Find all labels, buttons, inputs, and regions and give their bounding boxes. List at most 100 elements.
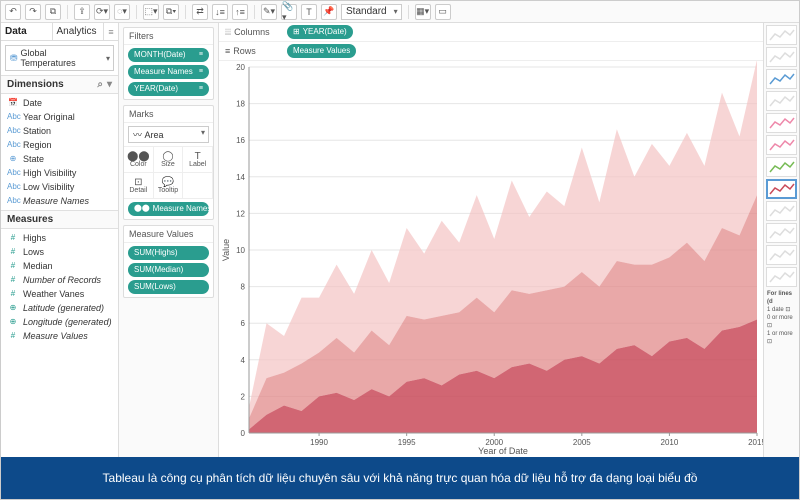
mark-size[interactable]: ◯Size bbox=[154, 147, 184, 173]
svg-text:14: 14 bbox=[236, 173, 245, 182]
svg-text:18: 18 bbox=[236, 100, 245, 109]
filters-card: Filters MONTH(Date)≡Measure Names≡YEAR(D… bbox=[123, 27, 214, 100]
mark-color[interactable]: ⬤⬤Color bbox=[124, 147, 154, 173]
svg-text:2005: 2005 bbox=[573, 438, 591, 447]
field-measure-values[interactable]: #Measure Values bbox=[3, 329, 116, 343]
pin-button[interactable]: 📌 bbox=[321, 4, 337, 20]
chart-canvas[interactable]: 0246810121416182019901995200020052010201… bbox=[219, 61, 763, 457]
section-menu-icon[interactable]: ▾ bbox=[107, 79, 112, 90]
svg-text:1995: 1995 bbox=[398, 438, 416, 447]
show-me-option-10[interactable] bbox=[766, 245, 797, 265]
show-me-option-4[interactable] bbox=[766, 113, 797, 133]
field-station[interactable]: AbcStation bbox=[3, 124, 116, 138]
svg-text:Year of Date: Year of Date bbox=[478, 446, 528, 456]
data-sidebar: Data Analytics ≡ ⛃ Global Temperatures D… bbox=[1, 23, 119, 457]
columns-shelf[interactable]: ⦙⦙⦙Columns ⊞YEAR(Date) bbox=[219, 23, 763, 42]
svg-text:16: 16 bbox=[236, 136, 245, 145]
bottom-caption: Tableau là công cụ phân tích dữ liệu chu… bbox=[1, 457, 799, 499]
sidebar-menu-icon[interactable]: ≡ bbox=[104, 23, 118, 40]
show-me-option-11[interactable] bbox=[766, 267, 797, 287]
show-labels-button[interactable]: T bbox=[301, 4, 317, 20]
mval-pill[interactable]: SUM(Median) bbox=[128, 263, 209, 277]
field-longitude-generated-[interactable]: ⊕Longitude (generated) bbox=[3, 315, 116, 329]
new-sheet-button[interactable]: ⬚▾ bbox=[143, 4, 159, 20]
columns-icon: ⦙⦙⦙ bbox=[225, 27, 231, 38]
field-measure-names[interactable]: AbcMeasure Names bbox=[3, 194, 116, 208]
save-button[interactable]: ⧉ bbox=[45, 4, 61, 20]
mval-pill[interactable]: SUM(Lows) bbox=[128, 280, 209, 294]
rows-icon: ≡ bbox=[225, 46, 230, 56]
mark-empty bbox=[183, 173, 213, 199]
top-toolbar: ↶ ↷ ⧉ ⇪ ⟳▾ ◌▾ ⬚▾ ⧉▾ ⇄ ↓≡ ↑≡ ✎▾ 📎▾ T 📌 St… bbox=[1, 1, 799, 23]
field-latitude-generated-[interactable]: ⊕Latitude (generated) bbox=[3, 301, 116, 315]
sort-asc-button[interactable]: ↓≡ bbox=[212, 4, 228, 20]
show-me-panel: For lines (d 1 date ⊡ 0 or more ⊡ 1 or m… bbox=[763, 23, 799, 457]
field-number-of-records[interactable]: #Number of Records bbox=[3, 273, 116, 287]
field-year-original[interactable]: AbcYear Original bbox=[3, 110, 116, 124]
datasource-select[interactable]: ⛃ Global Temperatures bbox=[5, 45, 114, 71]
mval-pill[interactable]: SUM(Highs) bbox=[128, 246, 209, 260]
rows-shelf[interactable]: ≡Rows Measure Values bbox=[219, 42, 763, 61]
field-low-visibility[interactable]: AbcLow Visibility bbox=[3, 180, 116, 194]
measures-header: Measures bbox=[1, 210, 118, 229]
search-icon[interactable]: ⌕ bbox=[97, 79, 103, 90]
tab-analytics[interactable]: Analytics bbox=[53, 23, 105, 40]
cards-button[interactable]: ▦▾ bbox=[415, 4, 431, 20]
svg-text:8: 8 bbox=[241, 283, 246, 292]
presentation-button[interactable]: ▭ bbox=[435, 4, 451, 20]
show-me-option-2[interactable] bbox=[766, 69, 797, 89]
marks-measure-names-pill[interactable]: ⬤⬤Measure Names▾ bbox=[128, 202, 209, 216]
field-lows[interactable]: #Lows bbox=[3, 245, 116, 259]
show-me-hint: For lines (d 1 date ⊡ 0 or more ⊡ 1 or m… bbox=[766, 289, 797, 347]
columns-pill[interactable]: ⊞YEAR(Date) bbox=[287, 25, 353, 39]
field-weather-vanes[interactable]: #Weather Vanes bbox=[3, 287, 116, 301]
svg-text:2: 2 bbox=[241, 392, 246, 401]
show-me-option-9[interactable] bbox=[766, 223, 797, 243]
svg-text:6: 6 bbox=[241, 319, 246, 328]
svg-text:0: 0 bbox=[241, 429, 246, 438]
sort-desc-button[interactable]: ↑≡ bbox=[232, 4, 248, 20]
undo-button[interactable]: ↶ bbox=[5, 4, 21, 20]
field-highs[interactable]: #Highs bbox=[3, 231, 116, 245]
datasource-button[interactable]: ⇪ bbox=[74, 4, 90, 20]
pause-button[interactable]: ◌▾ bbox=[114, 4, 130, 20]
show-me-option-7[interactable] bbox=[766, 179, 797, 199]
rows-label: Rows bbox=[233, 46, 256, 56]
dimensions-header: Dimensions ⌕▾ bbox=[1, 75, 118, 94]
fit-select[interactable]: Standard bbox=[341, 4, 402, 20]
mark-tooltip[interactable]: 💬Tooltip bbox=[154, 173, 184, 199]
swap-button[interactable]: ⇄ bbox=[192, 4, 208, 20]
filter-pill[interactable]: YEAR(Date)≡ bbox=[128, 82, 209, 96]
measures-list: #Highs#Lows#Median#Number of Records#Wea… bbox=[1, 229, 118, 345]
svg-text:Value: Value bbox=[221, 239, 231, 261]
group-button[interactable]: 📎▾ bbox=[281, 4, 297, 20]
field-high-visibility[interactable]: AbcHigh Visibility bbox=[3, 166, 116, 180]
show-me-option-5[interactable] bbox=[766, 135, 797, 155]
viz-area: ⦙⦙⦙Columns ⊞YEAR(Date) ≡Rows Measure Val… bbox=[219, 23, 763, 457]
filter-pill[interactable]: MONTH(Date)≡ bbox=[128, 48, 209, 62]
highlight-button[interactable]: ✎▾ bbox=[261, 4, 277, 20]
field-region[interactable]: AbcRegion bbox=[3, 138, 116, 152]
refresh-button[interactable]: ⟳▾ bbox=[94, 4, 110, 20]
marks-title: Marks bbox=[124, 106, 213, 123]
datasource-label: Global Temperatures bbox=[21, 48, 99, 68]
mark-detail[interactable]: ⊡Detail bbox=[124, 173, 154, 199]
mark-type-select[interactable]: 〰 Area bbox=[128, 126, 209, 143]
show-me-option-1[interactable] bbox=[766, 47, 797, 67]
show-me-option-0[interactable] bbox=[766, 25, 797, 45]
mark-label[interactable]: TLabel bbox=[183, 147, 213, 173]
duplicate-button[interactable]: ⧉▾ bbox=[163, 4, 179, 20]
field-state[interactable]: ⊕State bbox=[3, 152, 116, 166]
field-date[interactable]: 📅Date bbox=[3, 96, 116, 110]
svg-text:2010: 2010 bbox=[661, 438, 679, 447]
show-me-option-8[interactable] bbox=[766, 201, 797, 221]
tab-data[interactable]: Data bbox=[1, 23, 53, 40]
datasource-icon: ⛃ bbox=[10, 53, 18, 64]
filter-pill[interactable]: Measure Names≡ bbox=[128, 65, 209, 79]
show-me-option-6[interactable] bbox=[766, 157, 797, 177]
redo-button[interactable]: ↷ bbox=[25, 4, 41, 20]
show-me-option-3[interactable] bbox=[766, 91, 797, 111]
svg-text:4: 4 bbox=[241, 356, 246, 365]
rows-pill[interactable]: Measure Values bbox=[287, 44, 356, 58]
field-median[interactable]: #Median bbox=[3, 259, 116, 273]
